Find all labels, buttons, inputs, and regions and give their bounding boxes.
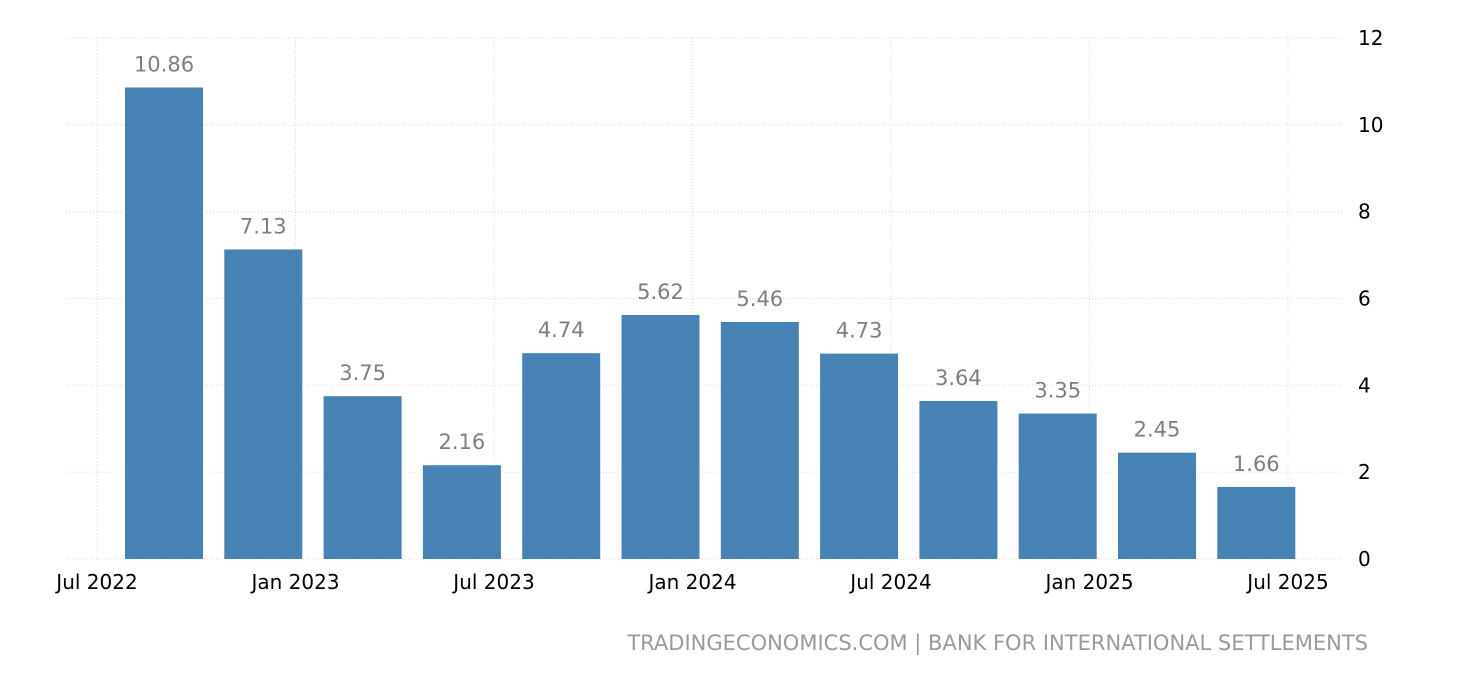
- bar: [820, 353, 899, 559]
- data-label: 2.45: [1134, 418, 1181, 442]
- x-tick-label: Jul 2024: [848, 570, 931, 594]
- bar: [1118, 452, 1196, 559]
- bar: [919, 400, 998, 559]
- bar: [1018, 413, 1097, 559]
- y-tick-label: 0: [1358, 547, 1371, 571]
- y-tick-label: 2: [1358, 460, 1371, 484]
- data-label: 5.46: [736, 287, 783, 311]
- x-tick-label: Jan 2023: [249, 570, 339, 594]
- bar: [422, 465, 501, 559]
- y-tick-label: 4: [1358, 373, 1371, 397]
- x-tick-label: Jul 2023: [451, 570, 534, 594]
- data-label: 2.16: [439, 430, 486, 454]
- bar: [522, 353, 601, 559]
- value-labels: 10.86 7.13 3.75 2.16 4.74 5.62 5.46 4.73 3.64 3.3…: [134, 52, 1280, 475]
- data-label: 3.75: [339, 361, 386, 385]
- bar: [1217, 486, 1296, 559]
- y-tick-label: 12: [1358, 26, 1383, 50]
- x-tick-label: Jul 2022: [54, 570, 137, 594]
- data-label: 3.64: [935, 366, 982, 390]
- source-footer: TRADINGECONOMICS.COM | BANK FOR INTERNAT…: [626, 631, 1368, 656]
- bar: [720, 321, 799, 559]
- bar: [125, 87, 203, 560]
- data-label: 5.62: [637, 280, 684, 304]
- y-axis: 0 2 4 6 8 10 12: [1358, 26, 1383, 571]
- data-label: 3.35: [1034, 379, 1081, 403]
- data-label: 4.73: [836, 319, 883, 343]
- x-tick-label: Jan 2024: [646, 570, 736, 594]
- x-tick-label: Jan 2025: [1043, 570, 1133, 594]
- x-axis: Jul 2022 Jan 2023 Jul 2023 Jan 2024 Jul 2024…: [54, 570, 1328, 594]
- data-label: 4.74: [538, 318, 585, 342]
- bar: [224, 249, 303, 560]
- y-tick-label: 6: [1358, 287, 1371, 311]
- bar: [323, 396, 402, 559]
- data-label: 1.66: [1233, 452, 1280, 476]
- y-tick-label: 10: [1358, 113, 1383, 137]
- y-tick-label: 8: [1358, 200, 1371, 224]
- data-label: 7.13: [240, 214, 287, 238]
- data-label: 10.86: [134, 52, 194, 76]
- x-tick-label: Jul 2025: [1245, 570, 1328, 594]
- bars: [125, 87, 1296, 560]
- bar: [621, 314, 700, 559]
